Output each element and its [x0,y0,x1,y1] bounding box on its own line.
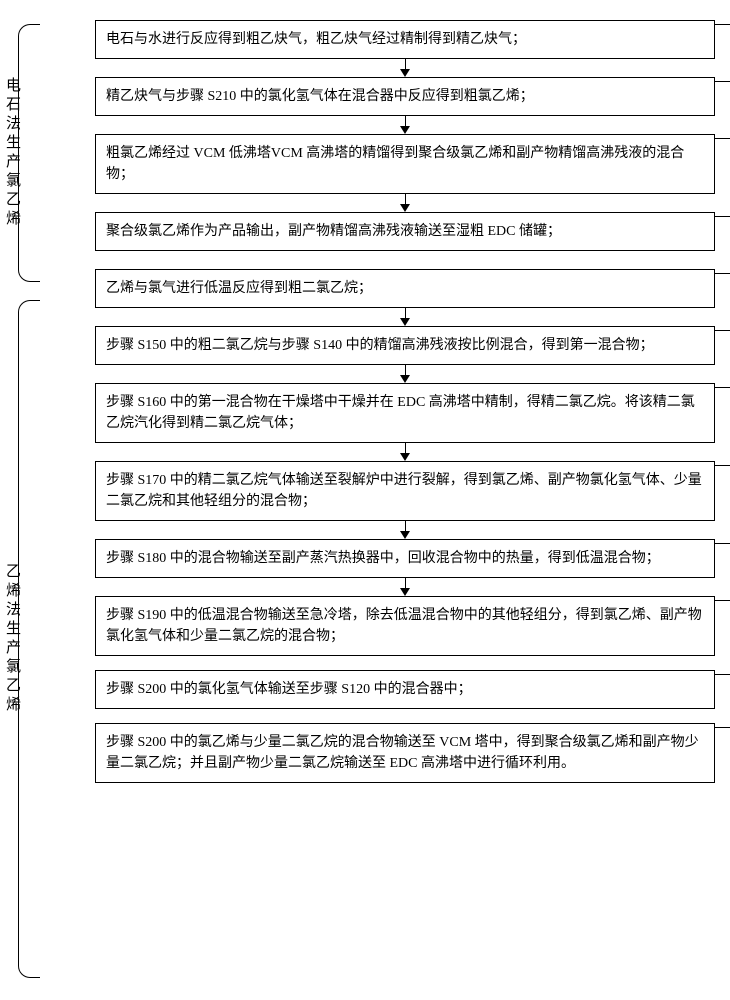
step-s210: 步骤 S200 中的氯化氢气体输送至步骤 S120 中的混合器中； [95,670,715,709]
label-connector [714,543,730,544]
step-row: 乙烯与氯气进行低温反应得到粗二氯乙烷； S150 [95,269,715,308]
label-connector [714,273,730,274]
step-text: 步骤 S160 中的第一混合物在干燥塔中干燥并在 EDC 高沸塔中精制，得精二氯… [106,395,695,431]
step-text: 步骤 S180 中的混合物输送至副产蒸汽热换器中，回收混合物中的热量，得到低温混… [106,551,660,566]
step-s130: 粗氯乙烯经过 VCM 低沸塔VCM 高沸塔的精馏得到聚合级氯乙烯和副产物精馏高沸… [95,134,715,194]
step-text: 电石与水进行反应得到粗乙炔气，粗乙炔气经过精制得到精乙炔气； [106,32,526,47]
arrow [400,365,410,383]
step-text: 步骤 S170 中的精二氯乙烷气体输送至裂解炉中进行裂解，得到氯乙烯、副产物氯化… [106,473,702,509]
step-text: 乙烯与氯气进行低温反应得到粗二氯乙烷； [106,281,372,296]
label-connector [714,465,730,466]
step-s200: 步骤 S190 中的低温混合物输送至急冷塔，除去低温混合物中的其他轻组分，得到氯… [95,596,715,656]
arrow [400,578,410,596]
step-s170: 步骤 S160 中的第一混合物在干燥塔中干燥并在 EDC 高沸塔中精制，得精二氯… [95,383,715,443]
step-row: 步骤 S160 中的第一混合物在干燥塔中干燥并在 EDC 高沸塔中精制，得精二氯… [95,383,715,443]
step-s150: 乙烯与氯气进行低温反应得到粗二氯乙烷； [95,269,715,308]
label-connector [714,600,730,601]
bracket-2-label: 乙烯法生产氯乙烯 [2,300,23,978]
step-s180: 步骤 S170 中的精二氯乙烷气体输送至裂解炉中进行裂解，得到氯乙烯、副产物氯化… [95,461,715,521]
step-row: 精乙炔气与步骤 S210 中的氯化氢气体在混合器中反应得到粗氯乙烯； S120 [95,77,715,116]
arrow [400,194,410,212]
step-row: 步骤 S150 中的粗二氯乙烷与步骤 S140 中的精馏高沸残液按比例混合，得到… [95,326,715,365]
step-text: 步骤 S190 中的低温混合物输送至急冷塔，除去低温混合物中的其他轻组分，得到氯… [106,608,702,644]
step-row: 电石与水进行反应得到粗乙炔气，粗乙炔气经过精制得到精乙炔气； S110 [95,20,715,59]
step-row: 步骤 S180 中的混合物输送至副产蒸汽热换器中，回收混合物中的热量，得到低温混… [95,539,715,578]
step-s110: 电石与水进行反应得到粗乙炔气，粗乙炔气经过精制得到精乙炔气； [95,20,715,59]
label-connector [714,81,730,82]
step-s140: 聚合级氯乙烯作为产品输出，副产物精馏高沸残液输送至湿粗 EDC 储罐； [95,212,715,251]
step-text: 步骤 S200 中的氯化氢气体输送至步骤 S120 中的混合器中； [106,682,472,697]
arrow [400,521,410,539]
step-row: 步骤 S190 中的低温混合物输送至急冷塔，除去低温混合物中的其他轻组分，得到氯… [95,596,715,656]
flowchart: 电石与水进行反应得到粗乙炔气，粗乙炔气经过精制得到精乙炔气； S110 精乙炔气… [95,20,715,783]
bracket-1-label: 电石法生产氯乙烯 [2,24,23,282]
step-row: 粗氯乙烯经过 VCM 低沸塔VCM 高沸塔的精馏得到聚合级氯乙烯和副产物精馏高沸… [95,134,715,194]
label-connector [714,216,730,217]
step-text: 步骤 S200 中的氯乙烯与少量二氯乙烷的混合物输送至 VCM 塔中，得到聚合级… [106,735,699,771]
arrow [400,443,410,461]
label-connector [714,24,730,25]
arrow [400,59,410,77]
step-text: 步骤 S150 中的粗二氯乙烷与步骤 S140 中的精馏高沸残液按比例混合，得到… [106,338,654,353]
label-connector [714,387,730,388]
label-connector [714,138,730,139]
step-s220: 步骤 S200 中的氯乙烯与少量二氯乙烷的混合物输送至 VCM 塔中，得到聚合级… [95,723,715,783]
step-text: 粗氯乙烯经过 VCM 低沸塔VCM 高沸塔的精馏得到聚合级氯乙烯和副产物精馏高沸… [106,146,684,182]
label-connector [714,330,730,331]
label-connector [714,674,730,675]
step-row: 步骤 S170 中的精二氯乙烷气体输送至裂解炉中进行裂解，得到氯乙烯、副产物氯化… [95,461,715,521]
step-row: 聚合级氯乙烯作为产品输出，副产物精馏高沸残液输送至湿粗 EDC 储罐； S140 [95,212,715,251]
step-row: 步骤 S200 中的氯化氢气体输送至步骤 S120 中的混合器中； S210 [95,670,715,709]
step-text: 聚合级氯乙烯作为产品输出，副产物精馏高沸残液输送至湿粗 EDC 储罐； [106,224,561,239]
arrow [400,308,410,326]
step-s120: 精乙炔气与步骤 S210 中的氯化氢气体在混合器中反应得到粗氯乙烯； [95,77,715,116]
step-text: 精乙炔气与步骤 S210 中的氯化氢气体在混合器中反应得到粗氯乙烯； [106,89,534,104]
arrow [400,116,410,134]
step-row: 步骤 S200 中的氯乙烯与少量二氯乙烷的混合物输送至 VCM 塔中，得到聚合级… [95,723,715,783]
step-s190: 步骤 S180 中的混合物输送至副产蒸汽热换器中，回收混合物中的热量，得到低温混… [95,539,715,578]
step-s160: 步骤 S150 中的粗二氯乙烷与步骤 S140 中的精馏高沸残液按比例混合，得到… [95,326,715,365]
label-connector [714,727,730,728]
